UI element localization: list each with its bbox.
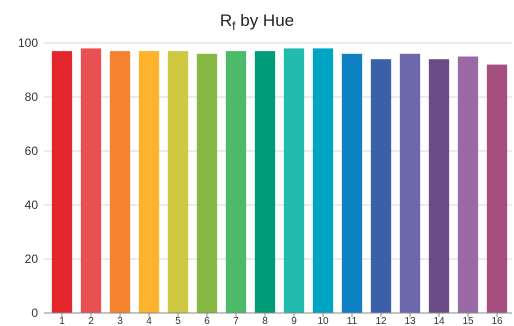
bar-16 <box>486 64 508 313</box>
x-tick-label: 3 <box>117 316 123 326</box>
bar-3 <box>109 51 131 313</box>
bar-8 <box>254 51 276 313</box>
bar-7 <box>225 51 247 313</box>
bar-13 <box>399 53 421 314</box>
bar-10 <box>312 48 334 314</box>
bar-15 <box>457 56 479 313</box>
chart-title: Rf by Hue <box>220 11 294 33</box>
x-tick-label: 10 <box>317 316 329 326</box>
bar-11 <box>341 53 363 314</box>
bar-9 <box>283 48 305 314</box>
x-tick-label: 12 <box>375 316 387 326</box>
bar-14 <box>428 59 450 314</box>
x-tick-label: 9 <box>291 316 297 326</box>
x-axis-ticks: 1 2 3 4 5 6 7 8 9 10 11 12 13 14 15 16 <box>59 313 503 326</box>
x-tick-label: 4 <box>146 316 152 326</box>
bar-2 <box>80 48 102 314</box>
x-tick-label: 5 <box>175 316 181 326</box>
x-tick-label: 8 <box>262 316 268 326</box>
y-tick-label: 20 <box>25 252 39 266</box>
x-tick-label: 6 <box>204 316 210 326</box>
x-tick-label: 15 <box>462 316 474 326</box>
bar-4 <box>138 51 160 313</box>
y-tick-label: 100 <box>18 36 38 50</box>
y-tick-label: 60 <box>25 144 39 158</box>
x-tick-label: 14 <box>433 316 445 326</box>
x-tick-label: 1 <box>59 316 65 326</box>
y-axis-ticks: 0 20 40 60 80 100 <box>18 36 38 320</box>
bar-6 <box>196 53 218 314</box>
y-tick-label: 40 <box>25 198 39 212</box>
x-tick-label: 11 <box>347 316 358 326</box>
bars <box>51 48 508 314</box>
bar-12 <box>370 59 392 314</box>
bar-1 <box>51 51 73 313</box>
x-tick-label: 16 <box>491 316 503 326</box>
bar-5 <box>167 51 189 313</box>
y-tick-label: 0 <box>31 306 38 320</box>
y-tick-label: 80 <box>25 90 39 104</box>
x-tick-label: 2 <box>88 316 94 326</box>
x-tick-label: 13 <box>404 316 416 326</box>
x-tick-label: 7 <box>233 316 239 326</box>
